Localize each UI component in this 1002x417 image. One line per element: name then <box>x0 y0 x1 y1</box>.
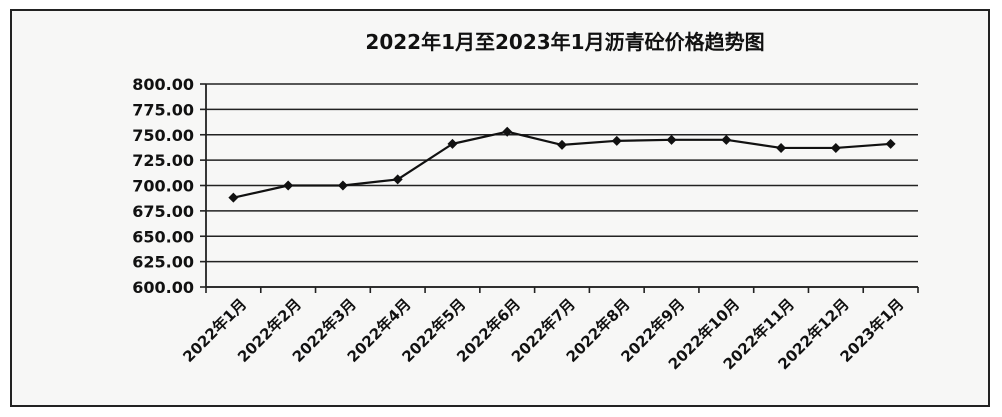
y-tick-label: 700.00 <box>132 177 194 196</box>
data-point-marker <box>830 142 841 153</box>
data-point-marker <box>721 134 732 145</box>
data-point-marker <box>447 138 458 149</box>
y-tick-label: 775.00 <box>132 100 194 119</box>
data-point-marker <box>611 135 622 146</box>
y-tick-label: 725.00 <box>132 151 194 170</box>
y-tick-label: 675.00 <box>132 202 194 221</box>
series-layer <box>228 126 896 203</box>
label-layer: 800.00 775.00 750.00 725.00 700.00 675.00 650.… <box>132 75 907 373</box>
y-tick-label: 600.00 <box>132 278 194 297</box>
data-point-marker <box>392 174 403 185</box>
axis-layer <box>200 83 919 293</box>
data-point-marker <box>283 180 294 191</box>
data-point-marker <box>885 138 896 149</box>
chart-title: 2022年1月至2023年1月沥青砼价格趋势图 <box>365 30 764 54</box>
data-point-marker <box>776 142 787 153</box>
y-tick-label: 750.00 <box>132 126 194 145</box>
data-point-marker <box>666 134 677 145</box>
chart-frame <box>10 9 990 407</box>
y-tick-label: 650.00 <box>132 227 194 246</box>
y-tick-label: 800.00 <box>132 75 194 94</box>
data-point-marker <box>228 192 239 203</box>
data-point-marker <box>337 180 348 191</box>
y-tick-label: 625.00 <box>132 253 194 272</box>
data-point-marker <box>557 139 567 150</box>
data-point-marker <box>502 126 513 137</box>
